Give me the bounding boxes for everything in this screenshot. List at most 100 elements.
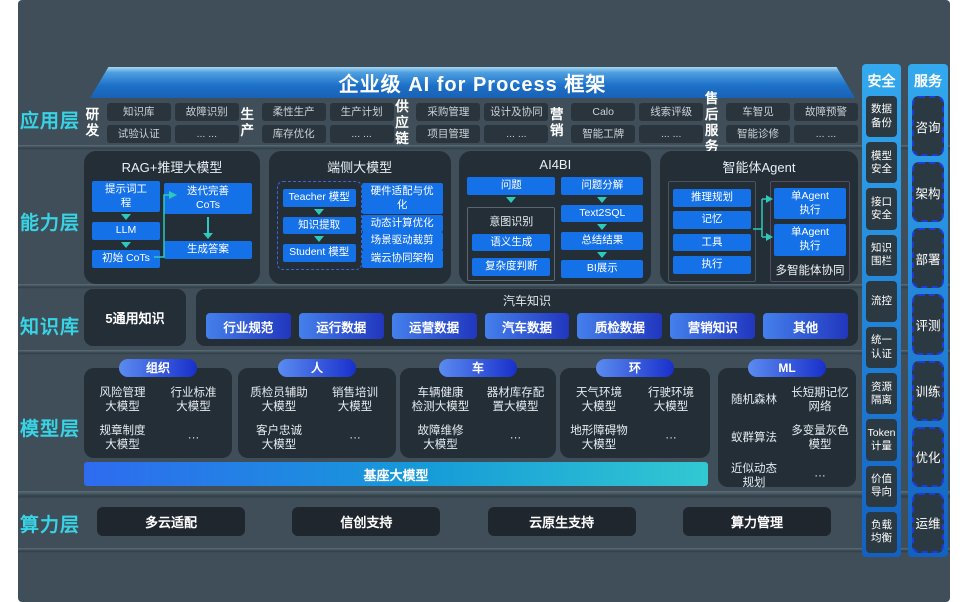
- shelf-divider: [18, 548, 950, 553]
- model-item: 行业标准 大模型: [170, 387, 217, 414]
- security-item: 统一 认证: [866, 327, 897, 369]
- security-item: 资源 隔离: [866, 373, 897, 415]
- agent-executor: 单Agent 执行: [773, 188, 846, 220]
- app-item: 车智见: [725, 103, 790, 121]
- intent-title: 意图识别: [489, 215, 534, 228]
- app-group-production: 生产 柔性生产 生产计划 库存优化 ... ...: [239, 103, 394, 143]
- arrow-down-icon: [121, 214, 131, 221]
- security-item: 接口 安全: [866, 188, 897, 230]
- agent-box: 智能体Agent 推理规划 记忆 工具 执行 单Agent 执行 单Agent …: [659, 151, 858, 284]
- model-item: 客户忠诚 大模型: [256, 424, 302, 452]
- ai4bi-step: BI展示: [561, 259, 644, 278]
- app-group-items: 车智见 故障预警 智能诊修 ... ...: [725, 103, 858, 143]
- shelf-divider: [18, 491, 950, 499]
- model-group-organization: 组织 风险管理 大模型 行业标准 大模型 规章制度 大模型 ···: [84, 359, 232, 458]
- edge-content: Teacher 模型 知识提取 Student 模型 硬件适配与优 化 动态计算…: [276, 181, 443, 270]
- ai4bi-right-flow: 问题分解 Text2SQL 总结结果 BI展示: [561, 177, 644, 281]
- app-group-items: 柔性生产 生产计划 库存优化 ... ...: [261, 103, 394, 143]
- service-item: 运维: [912, 492, 944, 553]
- ai4bi-content: 问题 意图识别 语义生成 复杂度判断 问题分解 Text2SQL 总结结果 BI: [467, 177, 644, 281]
- app-group-label: 售后 服务: [704, 90, 719, 155]
- knowledge-pill: 其他: [763, 313, 849, 339]
- app-group-items: 采购管理 设计及协同 项目管理 ... ...: [416, 103, 549, 143]
- arrow-down-icon: [121, 241, 131, 248]
- app-item-ellipsis: ... ...: [484, 125, 549, 143]
- app-group-items: Calo 线索评级 智能工牌 ... ...: [571, 103, 704, 143]
- app-group-items: 知识库 故障识别 试验认证 ... ...: [106, 103, 239, 143]
- security-item: 知识 围栏: [866, 234, 897, 276]
- agent-executor: 单Agent 执行: [773, 224, 846, 256]
- arrow-down-icon: [314, 208, 325, 215]
- edge-technique: 端云协同架构: [361, 250, 443, 268]
- security-item: 负载 均衡: [866, 511, 897, 554]
- general-knowledge-box: 5通用知识: [84, 289, 186, 346]
- knowledge-pills: 行业规范 运行数据 运营数据 汽车数据 质检数据 营销知识 其他: [206, 313, 849, 339]
- app-item: 智能诊修: [725, 125, 790, 143]
- capability-layer-row: RAG+推理大模型 提示词工 程 LLM 初始 CoTs 迭代完善 CoTs 生…: [84, 151, 858, 284]
- ai4bi-title: AI4BI: [539, 157, 572, 172]
- edge-step: Teacher 模型: [282, 189, 356, 207]
- app-item: 线索评级: [639, 103, 704, 121]
- app-group-supply-chain: 供应 链 采购管理 设计及协同 项目管理 ... ...: [394, 99, 549, 148]
- knowledge-pill: 行业规范: [206, 313, 291, 339]
- shelf-divider: [18, 350, 950, 355]
- shelf-divider: [18, 284, 950, 289]
- model-item-ellipsis: ···: [509, 431, 522, 444]
- arrow-down-icon: [203, 233, 213, 240]
- app-item-ellipsis: ... ...: [639, 125, 704, 143]
- auto-knowledge-box: 汽车知识 行业规范 运行数据 运营数据 汽车数据 质检数据 营销知识 其他: [196, 289, 858, 346]
- ai4bi-step: 总结结果: [561, 232, 644, 250]
- intent-item: 语义生成: [472, 233, 551, 252]
- rag-content: 提示词工 程 LLM 初始 CoTs 迭代完善 CoTs 生成答案: [92, 181, 252, 268]
- app-group-label: 研发: [85, 106, 100, 138]
- knowledge-pill: 运营数据: [391, 313, 477, 339]
- edge-technique: 动态计算优化: [361, 214, 443, 233]
- security-item: 数据 备份: [866, 96, 897, 138]
- app-item-ellipsis: ... ...: [793, 125, 858, 143]
- model-group-environment: 环 天气环境 大模型 行驶环境 大模型 地形障碍物 大模型 ···: [560, 359, 710, 458]
- model-item: 长短期记忆 网络: [791, 387, 849, 414]
- edge-title: 端侧大模型: [327, 160, 393, 175]
- model-item: 器材库存配 置大模型: [486, 387, 545, 414]
- security-item: Token 计量: [866, 419, 897, 461]
- edge-model-box: 端侧大模型 Teacher 模型 知识提取 Student 模型 硬件适配与优 …: [268, 151, 451, 284]
- model-group-pill: 车: [439, 359, 517, 377]
- layer-label-compute: 算力层: [20, 515, 81, 536]
- model-group-pill: 人: [278, 359, 356, 377]
- app-item: 项目管理: [416, 125, 481, 143]
- app-group-label: 生产: [240, 106, 254, 138]
- edge-step: 知识提取: [282, 216, 356, 235]
- rag-step: 迭代完善 CoTs: [164, 183, 252, 215]
- agent-executors: 单Agent 执行 单Agent 执行 多智能体协同: [769, 181, 850, 282]
- service-title: 服务: [914, 73, 942, 89]
- model-item: 规章制度 大模型: [99, 424, 146, 452]
- knowledge-pill: 营销知识: [670, 313, 756, 339]
- model-item: 蚁群算法: [731, 431, 777, 444]
- model-item: 故障维修 大模型: [417, 424, 464, 452]
- layer-label-application: 应用层: [20, 111, 81, 132]
- app-item: Calo: [571, 103, 636, 121]
- model-group-vehicle: 车 车辆健康 检测大模型 器材库存配 置大模型 故障维修 大模型 ···: [400, 359, 556, 459]
- rag-title: RAG+推理大模型: [121, 160, 223, 175]
- compute-item: 云原生支持: [487, 507, 636, 536]
- model-item: 车辆健康 检测大模型: [411, 387, 470, 414]
- ai4bi-left: 问题 意图识别 语义生成 复杂度判断: [467, 177, 556, 281]
- rag-reasoning-box: RAG+推理大模型 提示词工 程 LLM 初始 CoTs 迭代完善 CoTs 生…: [84, 151, 260, 284]
- edge-step: Student 模型: [282, 244, 356, 262]
- arrow-stem: [207, 217, 209, 234]
- framework-canvas: 应用层 能力层 知识库 模型层 算力层 企业级 AI for Process 框…: [18, 0, 950, 602]
- service-column: 服务 咨询 架构 部署 评测 训练 优化 运维: [908, 64, 948, 557]
- service-items: 咨询 架构 部署 评测 训练 优化 运维: [912, 96, 944, 553]
- model-item: 地形障碍物 大模型: [570, 424, 628, 452]
- service-item: 优化: [912, 426, 944, 487]
- model-item-ellipsis: ···: [665, 431, 677, 444]
- agent-module: 工具: [672, 233, 751, 252]
- security-item: 模型 安全: [866, 142, 897, 184]
- framework-title: 企业级 AI for Process 框架: [338, 74, 607, 96]
- model-group-items: 车辆健康 检测大模型 器材库存配 置大模型 故障维修 大模型 ···: [400, 368, 556, 459]
- app-group-marketing: 营销 Calo 线索评级 智能工牌 ... ...: [548, 103, 704, 143]
- service-item: 训练: [912, 360, 944, 421]
- app-item-ellipsis: ... ...: [329, 125, 394, 143]
- model-item-ellipsis: ···: [187, 431, 200, 444]
